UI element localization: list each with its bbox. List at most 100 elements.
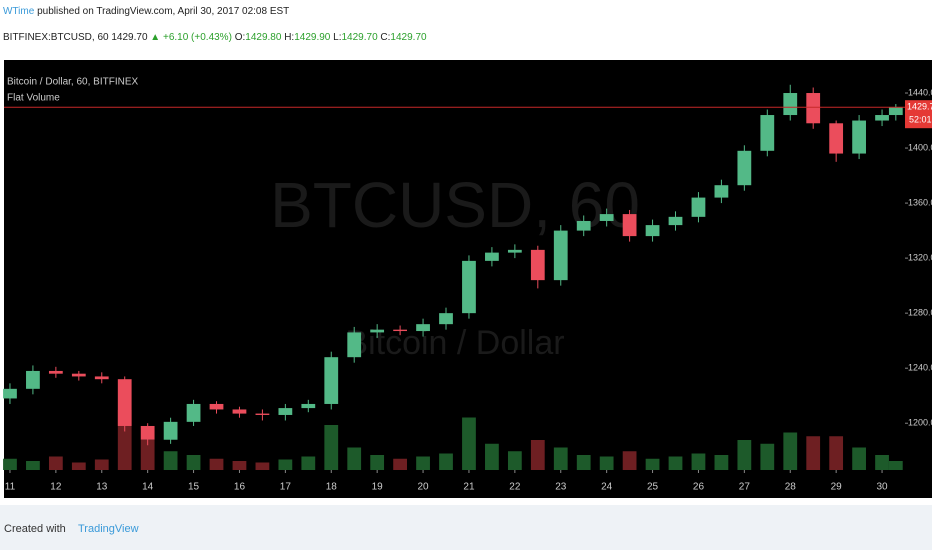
indicator: Flat Volume bbox=[7, 93, 60, 104]
candle-body bbox=[48, 370, 63, 374]
x-tick-label: 28 bbox=[785, 482, 797, 493]
volume-bar bbox=[852, 447, 866, 470]
change: ▲ +6.10 (+0.43%) bbox=[150, 32, 232, 43]
candle-body bbox=[140, 425, 155, 440]
volume-bar bbox=[324, 425, 339, 470]
candle-body bbox=[829, 123, 844, 154]
volume-bar bbox=[163, 451, 178, 470]
candle-body bbox=[599, 214, 614, 221]
volume-bar bbox=[232, 461, 247, 470]
created: Created with bbox=[4, 523, 66, 535]
quote-line: BITFINEX:BTCUSD, 60 1429.70 ▲ +6.10 (+0.… bbox=[3, 32, 427, 43]
candle-body bbox=[278, 408, 293, 415]
chart: BTCUSD, 60 Bitcoin / Dollar Bitcoin / Do… bbox=[3, 60, 932, 498]
x-tick-label: 21 bbox=[463, 482, 475, 493]
candle-body bbox=[71, 373, 86, 377]
candle-body bbox=[301, 403, 316, 409]
brand[interactable]: TradingView bbox=[78, 523, 139, 535]
volume-bar bbox=[875, 455, 889, 470]
plot-area bbox=[4, 60, 905, 470]
symbol: BITFINEX:BTCUSD, 60 bbox=[3, 32, 109, 43]
candle-body bbox=[462, 260, 476, 314]
candle-body bbox=[783, 93, 798, 116]
x-tick-label: 16 bbox=[234, 482, 246, 493]
close: 1429.70 bbox=[390, 32, 427, 43]
candle-body bbox=[852, 120, 866, 154]
candle-body bbox=[347, 332, 362, 358]
candle-body bbox=[553, 230, 568, 281]
x-tick-label: 24 bbox=[601, 482, 613, 493]
x-tick-label: 18 bbox=[326, 482, 338, 493]
x-tick-label: 17 bbox=[280, 482, 292, 493]
candle-body bbox=[117, 379, 132, 426]
candle-body bbox=[163, 421, 178, 440]
h-label: H: bbox=[284, 32, 295, 43]
candle-body bbox=[576, 220, 591, 231]
volume-bar bbox=[783, 432, 798, 470]
volume-bar bbox=[439, 453, 453, 470]
x-tick-label: 14 bbox=[142, 482, 154, 493]
y-tick-label: 1320.00 bbox=[908, 252, 932, 262]
volume-bar bbox=[599, 456, 614, 470]
x-tick-label: 23 bbox=[555, 482, 567, 493]
candle-body bbox=[26, 370, 40, 389]
candle-body bbox=[645, 225, 660, 237]
candle-body bbox=[232, 409, 247, 414]
volume-bar bbox=[888, 461, 903, 470]
volume-bar bbox=[691, 453, 706, 470]
volume-bar bbox=[485, 443, 499, 470]
candle-body bbox=[255, 413, 270, 415]
x-tick-label: 15 bbox=[188, 482, 200, 493]
y-tick-label: 1200.00 bbox=[908, 418, 932, 428]
volume-bar bbox=[806, 436, 821, 470]
candle-body bbox=[485, 252, 499, 261]
x-tick-label: 22 bbox=[509, 482, 521, 493]
volume-bar bbox=[829, 436, 844, 470]
candle-body bbox=[3, 388, 17, 399]
volume-bar bbox=[370, 455, 385, 470]
candle-body bbox=[760, 115, 775, 151]
candle-body bbox=[324, 357, 339, 404]
candle-body bbox=[691, 197, 706, 217]
volume-bar bbox=[94, 459, 109, 470]
volume-bar bbox=[462, 417, 476, 470]
volume-bar bbox=[301, 456, 316, 470]
last-price-label: 1429.70 bbox=[907, 102, 932, 112]
x-axis-area bbox=[4, 470, 905, 498]
x-tick-label: 25 bbox=[647, 482, 659, 493]
author[interactable]: WTime bbox=[3, 6, 35, 17]
candle-body bbox=[416, 324, 430, 332]
high: 1429.90 bbox=[294, 32, 331, 43]
volume-bar bbox=[140, 440, 155, 470]
candle-body bbox=[393, 329, 407, 332]
y-tick-label: 1440.00 bbox=[908, 87, 932, 97]
y-tick-label: 1400.00 bbox=[908, 142, 932, 152]
volume-bar bbox=[668, 456, 683, 470]
legend: Bitcoin / Dollar, 60, BITFINEX bbox=[7, 77, 138, 88]
candle-body bbox=[439, 313, 453, 325]
volume-bar bbox=[278, 459, 293, 470]
x-tick-label: 13 bbox=[96, 482, 108, 493]
volume-bar bbox=[416, 456, 430, 470]
volume-bar bbox=[760, 443, 775, 470]
volume-bar bbox=[507, 451, 522, 470]
o-label: O: bbox=[234, 32, 246, 43]
open: 1429.80 bbox=[245, 32, 282, 43]
volume-bar bbox=[645, 458, 660, 470]
x-tick-label: 11 bbox=[5, 482, 16, 493]
x-tick-label: 27 bbox=[739, 482, 751, 493]
l-label: L: bbox=[333, 32, 342, 43]
volume-bar bbox=[3, 458, 17, 470]
publish-line: WTime published on TradingView.com, Apri… bbox=[3, 6, 289, 17]
volume-bar bbox=[347, 447, 362, 470]
y-axis-area bbox=[905, 60, 932, 498]
candle-body bbox=[507, 249, 522, 253]
published: published on TradingView.com, April 30, … bbox=[37, 6, 290, 17]
candle-body bbox=[186, 403, 201, 422]
volume-bar bbox=[393, 458, 407, 470]
low: 1429.70 bbox=[341, 32, 378, 43]
volume-bar bbox=[622, 451, 637, 470]
x-tick-label: 26 bbox=[693, 482, 705, 493]
last: 1429.70 bbox=[111, 32, 148, 43]
